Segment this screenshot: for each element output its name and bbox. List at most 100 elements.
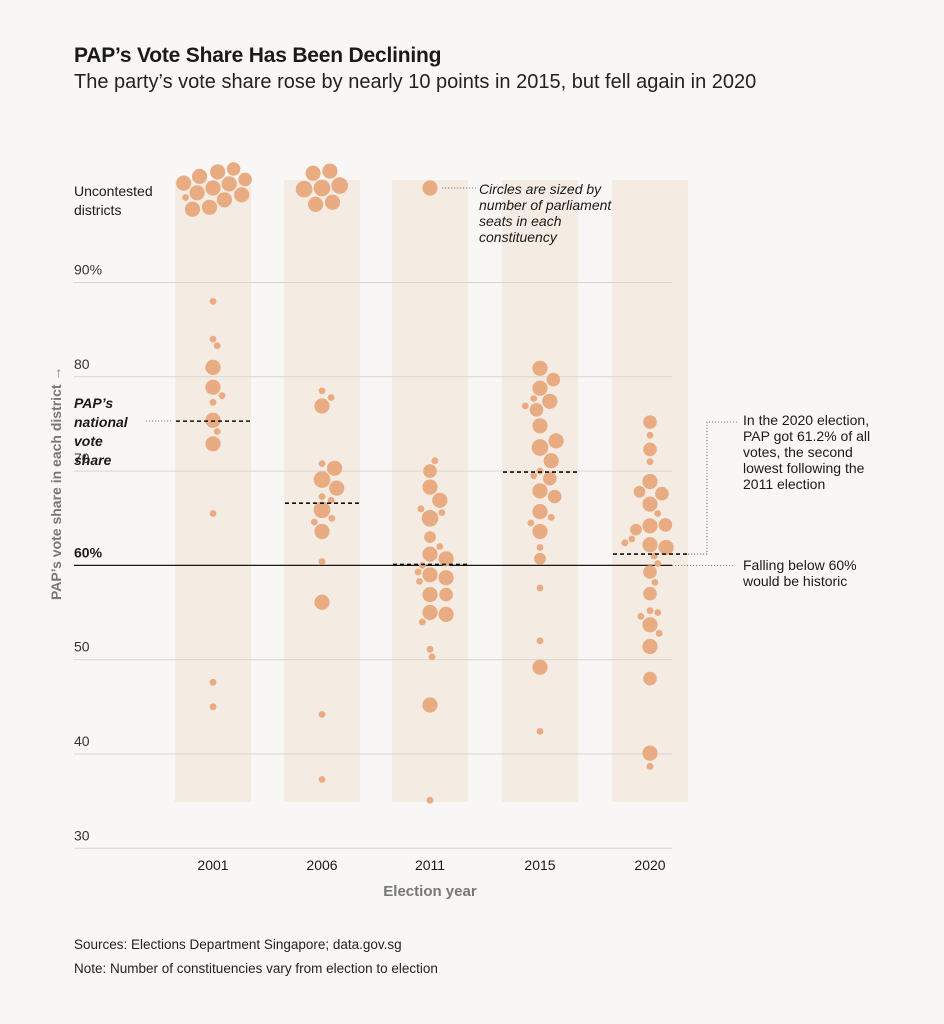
district-bubble — [630, 523, 642, 536]
y-tick-label: 70 — [74, 450, 90, 466]
footnote: Note: Number of constituencies vary from… — [74, 961, 438, 976]
uncontested-bubble — [422, 180, 438, 196]
district-bubble — [426, 796, 434, 804]
district-bubble — [213, 342, 221, 350]
uncontested-bubble — [313, 179, 331, 197]
uncontested-label-line: districts — [74, 202, 121, 218]
district-bubble — [642, 473, 658, 490]
district-bubble — [310, 518, 318, 526]
district-bubble — [218, 392, 226, 400]
series-2001 — [176, 162, 252, 711]
district-bubble — [414, 568, 422, 576]
uncontested-bubble — [176, 175, 192, 191]
district-bubble — [423, 464, 437, 478]
y-gridlines: 30 40 50 60% 70 80 90% — [74, 262, 672, 849]
district-bubble — [318, 460, 326, 467]
district-bubble — [637, 612, 645, 620]
district-bubble — [654, 560, 662, 567]
district-bubble — [422, 567, 438, 583]
callout-2020-line: In the 2020 election, — [743, 412, 869, 428]
uncontested-bubble — [182, 194, 190, 201]
y-axis-label: PAP’s vote share in each district → — [48, 367, 64, 600]
district-bubble — [542, 393, 558, 409]
district-bubble — [646, 431, 654, 439]
callout-2020-line: 2011 election — [743, 476, 825, 492]
uncontested-bubble — [238, 172, 252, 187]
district-bubble — [646, 607, 654, 615]
district-bubble — [633, 485, 646, 498]
district-bubble — [547, 513, 555, 521]
uncontested-bubble — [201, 199, 218, 215]
uncontested-bubble — [216, 192, 232, 208]
chart-title: PAP’s Vote Share Has Been Declining — [74, 44, 442, 67]
x-tick-label: 2011 — [415, 857, 445, 873]
district-bubble — [642, 537, 658, 553]
district-bubble — [532, 483, 548, 499]
size-legend-note-line: Circles are sized by — [479, 181, 602, 197]
district-bubble — [422, 697, 438, 713]
x-tick-label: 2006 — [306, 857, 337, 873]
district-bubble — [328, 514, 336, 522]
district-bubble — [536, 728, 544, 735]
national-share-label-line: share — [74, 452, 112, 468]
district-bubble — [534, 552, 546, 565]
district-bubble — [651, 579, 659, 586]
district-bubble — [642, 745, 658, 761]
series-2006 — [285, 163, 359, 783]
threshold-label: Falling below 60% would be historic — [742, 557, 857, 589]
district-bubble — [532, 504, 548, 520]
threshold-label-line: would be historic — [742, 573, 847, 589]
callout-leader — [688, 421, 738, 555]
district-bubble — [658, 539, 674, 556]
district-bubble — [643, 671, 657, 686]
size-legend-note-line: constituency — [479, 229, 558, 245]
district-bubble — [314, 523, 330, 540]
national-share-label-line: vote — [74, 433, 103, 449]
district-bubble — [532, 418, 548, 434]
district-bubble — [205, 379, 221, 395]
threshold-label-line: Falling below 60% — [743, 557, 857, 573]
size-legend-note-line: seats in each — [479, 213, 562, 229]
district-bubble — [521, 402, 529, 410]
district-bubble — [327, 460, 343, 476]
callout-2020: In the 2020 election, PAP got 61.2% of al… — [743, 412, 870, 492]
district-bubble — [314, 594, 330, 610]
district-bubble — [628, 535, 636, 543]
district-bubble — [531, 439, 549, 456]
district-bubble — [313, 471, 331, 488]
district-bubble — [209, 678, 217, 686]
district-bubble — [318, 493, 326, 500]
district-bubble — [209, 335, 217, 343]
district-bubble — [422, 546, 438, 562]
district-bubble — [205, 436, 221, 452]
district-bubble — [205, 412, 221, 428]
y-tick-label: 40 — [74, 733, 90, 749]
callout-2020-line: lowest following the — [743, 460, 865, 476]
uncontested-bubble — [226, 162, 241, 176]
district-bubble — [527, 519, 535, 527]
series-2015 — [503, 360, 577, 735]
y-tick-label: 50 — [74, 639, 90, 655]
y-tick-label: 80 — [74, 356, 90, 372]
district-bubble — [532, 360, 548, 376]
district-bubble — [536, 467, 544, 475]
district-bubble — [418, 562, 426, 569]
district-bubble — [658, 518, 673, 532]
district-bubble — [436, 543, 444, 550]
district-bubble — [329, 480, 345, 496]
district-bubble — [646, 762, 654, 770]
district-bubble — [655, 629, 663, 637]
column-band-2020 — [612, 180, 688, 802]
district-bubble — [422, 604, 438, 621]
beeswarm-chart: 30 40 50 60% 70 80 90% PAP’s vote share in each… — [48, 162, 870, 900]
district-bubble — [654, 510, 662, 517]
district-bubble — [314, 398, 330, 414]
uncontested-bubble — [205, 180, 221, 196]
district-bubble — [536, 544, 544, 551]
district-bubble — [642, 496, 658, 512]
size-legend-note-line: number of parliament — [479, 197, 612, 213]
district-bubble — [438, 551, 454, 567]
district-bubble — [532, 523, 548, 540]
district-bubble — [536, 584, 544, 592]
uncontested-bubble — [322, 163, 338, 179]
